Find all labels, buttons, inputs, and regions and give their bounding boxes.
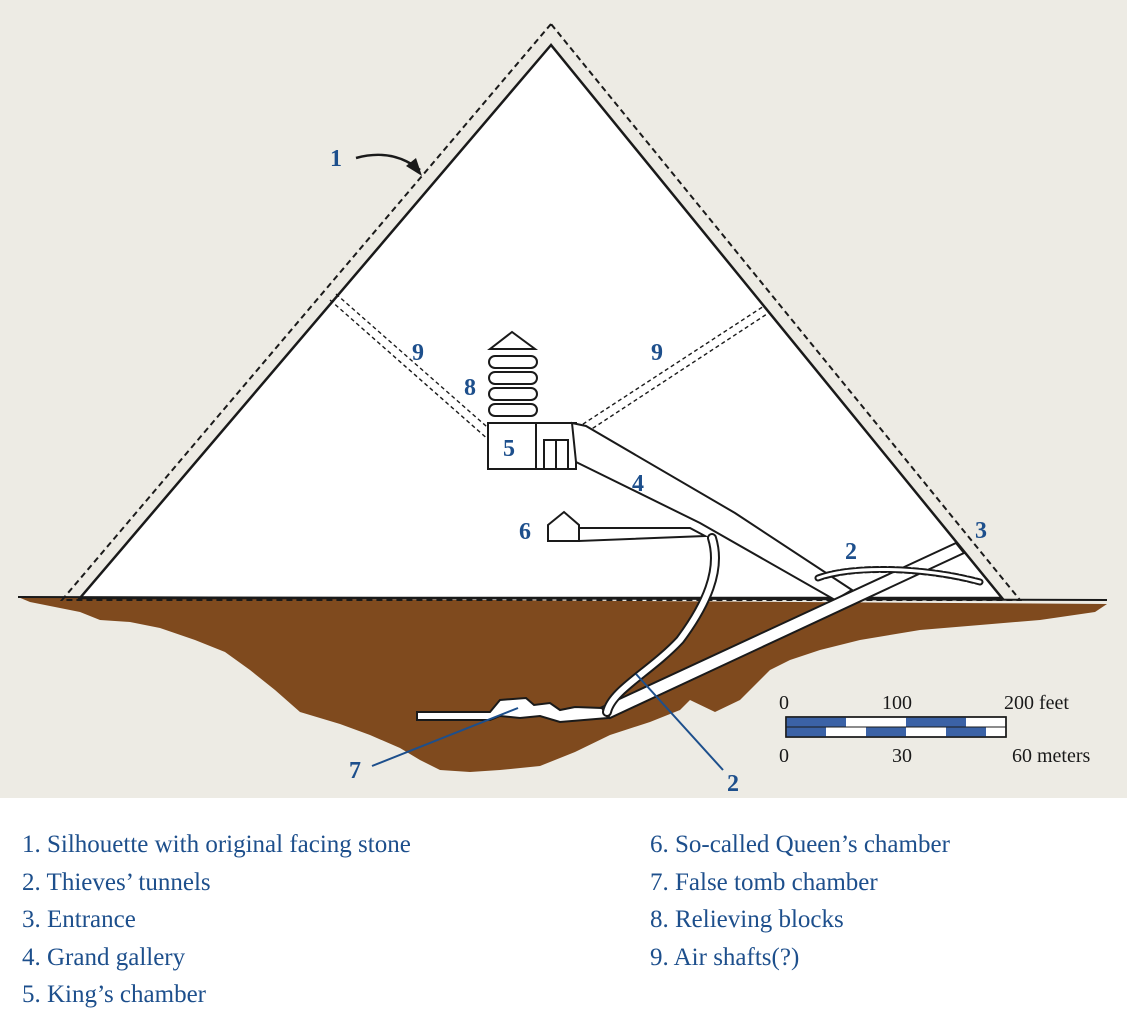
legend-column-left: 1. Silhouette with original facing stone… (22, 826, 411, 1014)
air-shaft-right (576, 305, 771, 437)
arrowhead-icon (406, 158, 422, 176)
pyramid-body (77, 43, 1005, 600)
queens-chamber (547, 510, 709, 543)
pyramid-diagram: 1 9 9 8 5 4 6 2 3 7 2 0 100 200 feet 0 3… (17, 22, 1108, 797)
legend-item: 3. Entrance (22, 906, 136, 933)
ground-line (17, 596, 1108, 601)
descending-passage (598, 541, 966, 720)
air-shaft-left (329, 293, 495, 442)
legend-item: 8. Relieving blocks (650, 906, 844, 933)
legend: 1. Silhouette with original facing stone… (0, 798, 1127, 1012)
legend-item: 4. Grand gallery (22, 943, 186, 971)
scale-bar (785, 716, 1007, 738)
callout-tunnel-lower: 2 (727, 771, 739, 797)
callout-silhouette: 1 (330, 146, 342, 172)
legend-item: 7. False tomb chamber (650, 868, 878, 896)
legend-column-right: 6. So-called Queen’s chamber 7. False to… (650, 826, 950, 976)
relieving-blocks (487, 330, 539, 417)
kings-chamber (487, 422, 577, 470)
callout-shaft-right: 9 (651, 340, 663, 366)
leader-line-2 (635, 673, 724, 771)
legend-item: 2. Thieves’ tunnels (22, 868, 211, 896)
scale-m-0: 0 (779, 745, 789, 767)
legend-item: 9. Air shafts(?) (650, 943, 800, 971)
scale-feet-100: 100 (882, 692, 912, 714)
bedrock-ground (18, 597, 1107, 772)
callout-kings-chamber: 5 (503, 436, 515, 462)
callout-tunnel-upper: 2 (845, 539, 857, 565)
leader-line-7 (371, 707, 519, 767)
legend-item: 1. Silhouette with original facing stone (22, 831, 411, 858)
thieves-tunnels (602, 533, 984, 717)
callout-shaft-left: 9 (412, 340, 424, 366)
legend-item: 6. So-called Queen’s chamber (650, 831, 950, 858)
scale-feet-0: 0 (779, 692, 789, 714)
callout-false-tomb: 7 (349, 758, 361, 784)
callout-queens-chamber: 6 (519, 519, 531, 545)
scale-m-60: 60 meters (1012, 745, 1091, 767)
pyramid-cross-section: 1 9 9 8 5 4 6 2 3 7 2 0 100 200 feet 0 3… (0, 0, 1127, 798)
scale-m-30: 30 (892, 745, 912, 767)
legend-item: 5. King’s chamber (22, 981, 206, 1008)
scale-feet-200: 200 feet (1004, 692, 1069, 714)
original-silhouette-outline (59, 22, 1023, 601)
callout-gallery: 4 (632, 471, 644, 497)
callout-relieving-blocks: 8 (464, 375, 476, 401)
callout-entrance: 3 (975, 518, 987, 544)
